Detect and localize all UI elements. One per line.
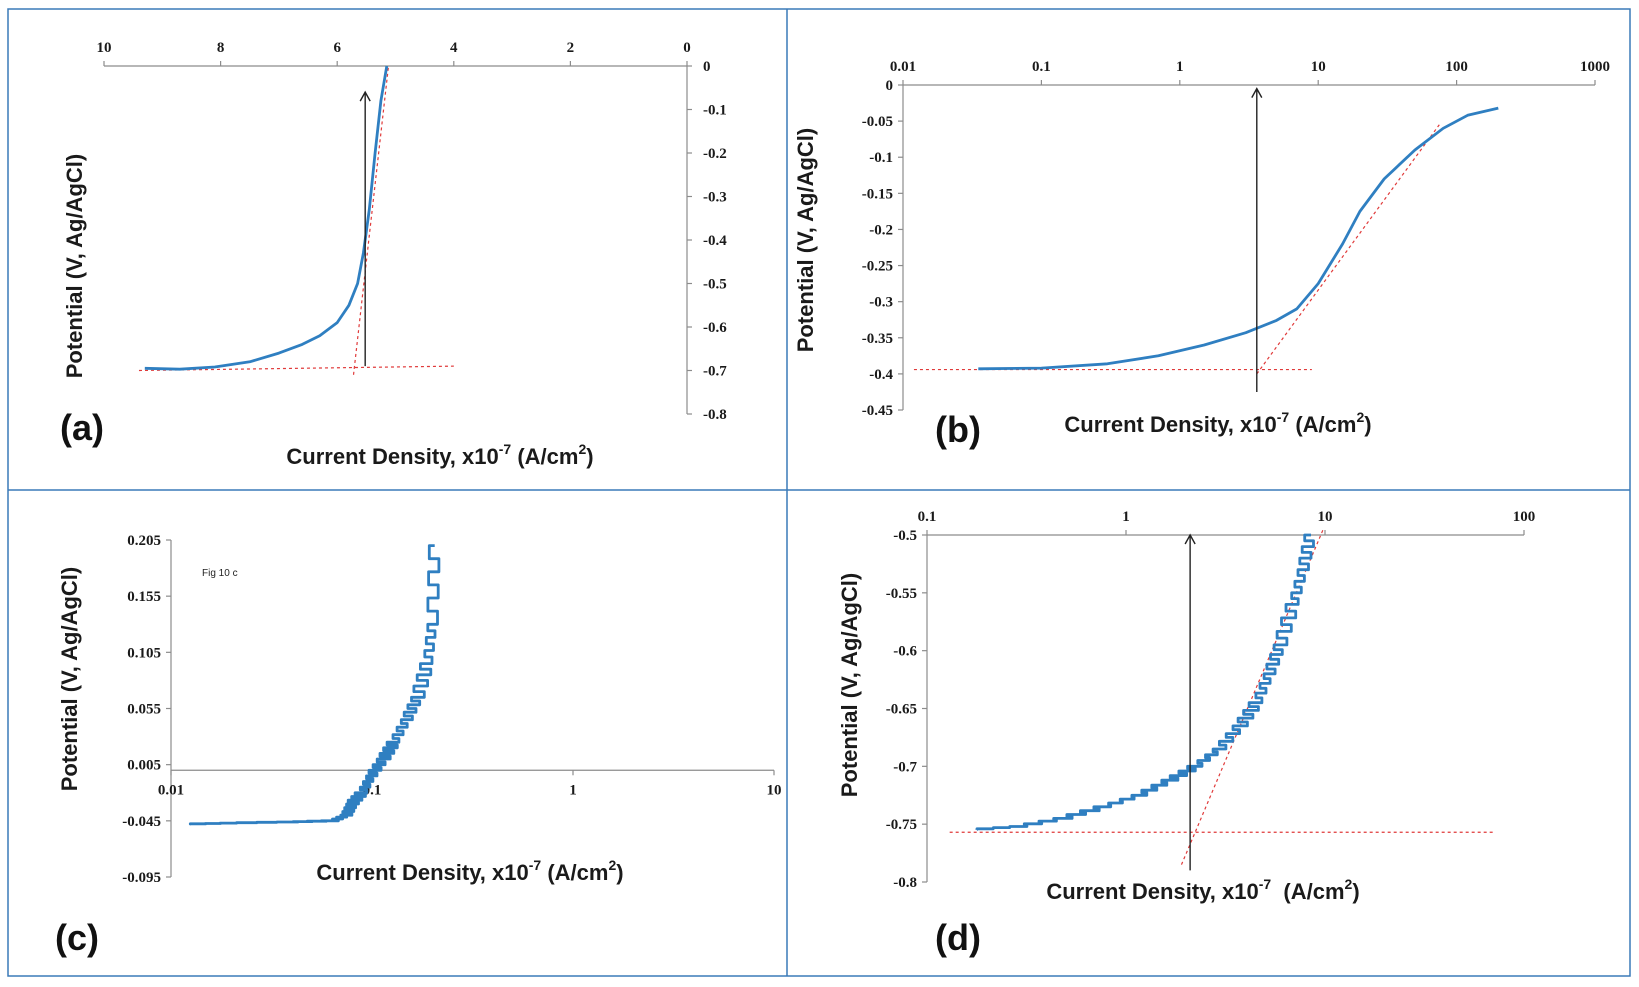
y-tick-label: -0.8 xyxy=(893,875,917,891)
x-tick-label: 1 xyxy=(569,782,577,798)
y-tick-label: 0.155 xyxy=(127,589,161,605)
panel-c: (c) Fig 10 c Potential (V, Ag/AgCl) Curr… xyxy=(55,533,782,958)
y-tick-label: -0.8 xyxy=(703,407,727,423)
data-series-line xyxy=(978,106,1499,371)
x-axis-title: Current Density, x10-7 (A/cm2) xyxy=(286,441,593,469)
y-tick-label: -0.7 xyxy=(893,759,917,775)
y-tick-label: -0.3 xyxy=(703,190,727,206)
tafel-extrapolation-line xyxy=(352,65,390,375)
outer-frame xyxy=(7,8,1631,977)
y-tick-label: -0.2 xyxy=(703,146,727,162)
tafel-extrapolation-line xyxy=(1180,528,1324,865)
data-series-line xyxy=(144,65,389,371)
y-tick-label: -0.1 xyxy=(869,150,893,166)
panel-label: (b) xyxy=(935,409,981,450)
x-tick-label: 100 xyxy=(1445,59,1468,75)
y-tick-label: -0.4 xyxy=(703,233,727,249)
y-tick-label: -0.6 xyxy=(893,644,917,660)
x-axis-title: Current Density, x10-7 (A/cm2) xyxy=(316,857,623,885)
panel-b: (b) Potential (V, Ag/AgCl) Current Densi… xyxy=(793,59,1610,450)
x-tick-label: 1 xyxy=(1176,59,1184,75)
y-tick-label: -0.75 xyxy=(886,817,917,833)
arrow-head xyxy=(1184,533,1196,545)
figure-annotation: Fig 10 c xyxy=(202,568,238,579)
y-tick-label: -0.1 xyxy=(703,103,727,119)
data-series-line xyxy=(188,544,441,826)
x-axis-title: Current Density, x10-7 (A/cm2) xyxy=(1064,409,1371,437)
panel-label: (c) xyxy=(55,917,99,958)
y-tick-label: -0.25 xyxy=(862,259,893,275)
panel-d: (d) Potential (V, Ag/AgCl) Current Densi… xyxy=(837,509,1535,958)
y-axis-title: Potential (V, Ag/AgCl) xyxy=(837,573,862,798)
y-axis-title: Potential (V, Ag/AgCl) xyxy=(62,154,87,379)
x-tick-label: 10 xyxy=(1311,59,1326,75)
y-tick-label: -0.7 xyxy=(703,364,727,380)
x-tick-label: 0.01 xyxy=(158,782,184,798)
x-tick-label: 8 xyxy=(217,40,225,56)
y-tick-label: -0.65 xyxy=(886,702,917,718)
y-tick-label: 0.005 xyxy=(127,758,161,774)
x-tick-label: 4 xyxy=(450,40,458,56)
x-tick-label: 0 xyxy=(683,40,691,56)
y-tick-label: -0.35 xyxy=(862,331,893,347)
y-tick-label: -0.095 xyxy=(122,870,161,886)
panel-label: (d) xyxy=(935,917,981,958)
x-tick-label: 2 xyxy=(567,40,575,56)
y-tick-label: 0 xyxy=(886,78,894,94)
panel-label: (a) xyxy=(60,407,104,448)
y-tick-label: 0.205 xyxy=(127,533,161,549)
x-tick-label: 1000 xyxy=(1580,59,1610,75)
arrow-head xyxy=(359,90,371,102)
x-tick-label: 0.01 xyxy=(890,59,916,75)
y-axis-title: Potential (V, Ag/AgCl) xyxy=(793,128,818,353)
y-tick-label: 0 xyxy=(703,59,711,75)
y-tick-label: -0.2 xyxy=(869,222,893,238)
y-tick-label: -0.6 xyxy=(703,320,727,336)
x-tick-label: 0.1 xyxy=(1032,59,1051,75)
x-tick-label: 100 xyxy=(1513,509,1536,525)
tafel-extrapolation-line xyxy=(1256,124,1440,375)
x-tick-label: 10 xyxy=(97,40,112,56)
y-tick-label: -0.045 xyxy=(122,814,161,830)
y-tick-label: -0.55 xyxy=(886,586,917,602)
panel-frames xyxy=(7,8,1631,977)
x-tick-label: 10 xyxy=(767,782,782,798)
y-tick-label: -0.15 xyxy=(862,186,893,202)
y-tick-label: -0.5 xyxy=(893,528,917,544)
y-tick-label: -0.3 xyxy=(869,295,893,311)
y-axis-title: Potential (V, Ag/AgCl) xyxy=(57,567,82,792)
tafel-extrapolation-line xyxy=(138,365,454,372)
x-tick-label: 10 xyxy=(1318,509,1333,525)
arrow-head xyxy=(1251,87,1263,98)
y-tick-label: -0.05 xyxy=(862,114,893,130)
y-tick-label: 0.055 xyxy=(127,702,161,718)
panel-a: (a) Potential (V, Ag/AgCl) Current Densi… xyxy=(60,40,727,469)
y-tick-label: -0.5 xyxy=(703,277,727,293)
y-tick-label: -0.4 xyxy=(869,367,893,383)
y-tick-label: -0.45 xyxy=(862,403,893,419)
x-tick-label: 6 xyxy=(333,40,341,56)
x-tick-label: 0.1 xyxy=(918,509,937,525)
data-series-line xyxy=(975,533,1315,831)
x-tick-label: 1 xyxy=(1122,509,1130,525)
y-tick-label: 0.105 xyxy=(127,645,161,661)
x-axis-title: Current Density, x10-7 (A/cm2) xyxy=(1046,876,1359,904)
